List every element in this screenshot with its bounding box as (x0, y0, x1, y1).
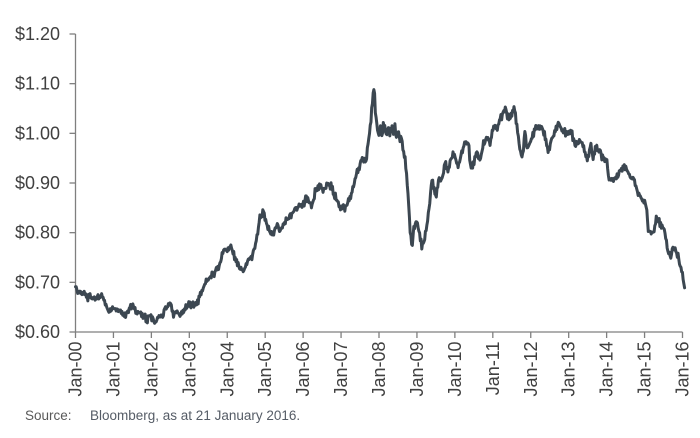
x-tick-label: Jan-10 (445, 342, 465, 397)
x-tick-label: Jan-11 (483, 342, 503, 396)
y-tick-label: $1.00 (15, 123, 60, 143)
x-tick-label: Jan-08 (369, 342, 389, 397)
x-tick-label: Jan-12 (521, 342, 541, 397)
x-tick-label: Jan-05 (255, 342, 275, 397)
x-tick-label: Jan-13 (559, 342, 579, 397)
x-tick-label: Jan-02 (141, 342, 161, 397)
source-row: Source: Bloomberg, as at 21 January 2016… (0, 406, 700, 426)
x-tick-label: Jan-16 (673, 342, 693, 397)
x-tick-label: Jan-15 (635, 342, 655, 397)
price-line (74, 88, 687, 325)
x-tick-label: Jan-00 (66, 342, 86, 397)
x-tick-label: Jan-06 (293, 342, 313, 397)
exchange-rate-line-chart: $0.60 $0.70 $0.80 $0.90 $1.00 $1.10 $1.20 Jan-0… (15, 24, 693, 397)
x-tick-label: Jan-01 (103, 342, 123, 397)
x-tick-label: Jan-04 (217, 342, 237, 397)
source-label: Source: (25, 408, 72, 423)
x-tick-label: Jan-07 (331, 342, 351, 397)
y-tick-label: $1.10 (15, 74, 60, 94)
source-text: Bloomberg, as at 21 January 2016. (90, 408, 301, 423)
y-tick-label: $0.80 (15, 223, 60, 243)
x-tick-label: Jan-09 (407, 342, 427, 397)
y-tick-label: $0.70 (15, 272, 60, 292)
x-tick-label: Jan-03 (179, 342, 199, 397)
y-tick-label: $1.20 (15, 24, 60, 44)
x-tick-label: Jan-14 (597, 342, 617, 397)
y-tick-label: $0.90 (15, 173, 60, 193)
y-tick-label: $0.60 (15, 322, 60, 342)
